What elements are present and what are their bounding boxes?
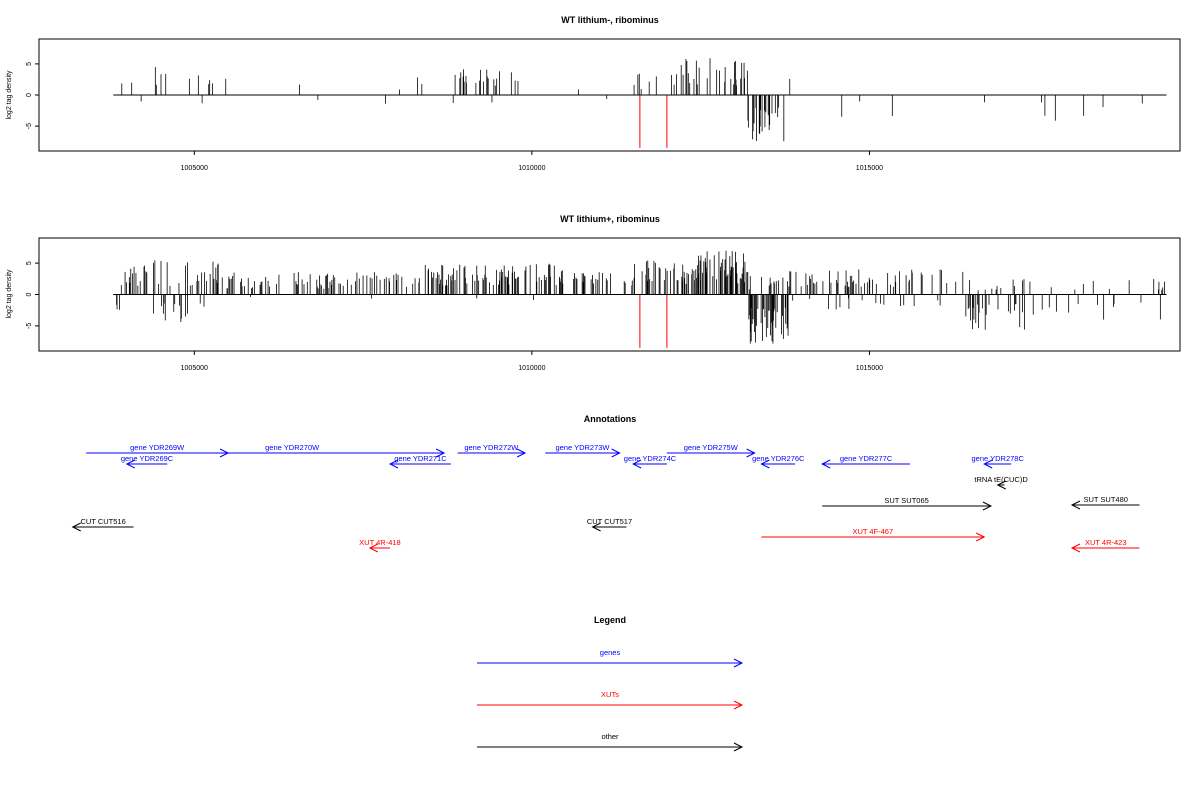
x-tick-label: 1015000 xyxy=(856,365,883,372)
annotation-feature: XUT 4R-418 xyxy=(359,538,401,553)
feature-label: tRNA tE(CUC)D xyxy=(974,475,1028,484)
feature-label: XUT 4R-423 xyxy=(1085,538,1127,547)
signal-bars xyxy=(116,250,1166,344)
feature-label: gene YDR269W xyxy=(130,443,185,452)
annotation-features: gene YDR269W gene YDR269C gene YDR270W gene… xyxy=(71,443,1140,553)
annotation-feature: gene YDR276C xyxy=(752,454,805,469)
legend-label: other xyxy=(601,732,619,741)
arrow-head xyxy=(632,459,642,469)
annotation-feature: tRNA tE(CUC)D xyxy=(974,475,1028,490)
legend-item: XUTs xyxy=(477,690,744,710)
feature-label: gene YDR272W xyxy=(464,443,519,452)
annotation-feature: CUT CUT516 xyxy=(71,517,134,532)
arrow-head xyxy=(71,522,81,532)
feature-label: gene YDR270W xyxy=(265,443,320,452)
annotation-feature: gene YDR271C xyxy=(388,454,451,469)
feature-label: gene YDR271C xyxy=(394,454,447,463)
arrow-head xyxy=(388,459,399,469)
arrow-head xyxy=(125,459,135,469)
y-tick-label: 0 xyxy=(26,93,33,97)
feature-label: gene YDR273W xyxy=(555,443,610,452)
x-tick-label: 1005000 xyxy=(181,365,208,372)
legend-label: genes xyxy=(600,648,621,657)
arrow-head xyxy=(975,532,986,542)
annotation-feature: CUT CUT517 xyxy=(587,517,632,532)
annotation-feature: gene YDR269C xyxy=(121,454,174,469)
track-panel-lithium-plus: WT lithium+, ribominus log2 tag density … xyxy=(6,214,1181,372)
y-axis: -5 0 5 xyxy=(26,261,39,329)
y-tick-label: -5 xyxy=(26,323,33,329)
feature-label: SUT SUT065 xyxy=(884,496,928,505)
feature-label: gene YDR269C xyxy=(121,454,174,463)
feature-label: gene YDR277C xyxy=(840,454,893,463)
legend-label: XUTs xyxy=(601,690,619,699)
annotation-feature: gene YDR277C xyxy=(821,454,910,469)
y-tick-label: 0 xyxy=(26,292,33,296)
annotation-feature: XUT 4R-423 xyxy=(1070,538,1140,553)
arrow-head xyxy=(435,448,446,458)
arrow-head xyxy=(368,543,379,553)
y-tick-label: 5 xyxy=(26,62,33,66)
y-axis-label: log2 tag density xyxy=(6,269,13,319)
arrow-head xyxy=(516,448,527,458)
y-tick-label: -5 xyxy=(26,123,33,129)
x-tick-label: 1005000 xyxy=(181,165,208,172)
arrow-head xyxy=(983,459,993,469)
x-tick-label: 1010000 xyxy=(518,365,545,372)
feature-label: CUT CUT516 xyxy=(80,517,125,526)
feature-label: gene YDR278C xyxy=(972,454,1025,463)
legend: Legend genes XUTs other xyxy=(477,615,744,752)
legend-items: genes XUTs other xyxy=(477,648,744,752)
arrow-head xyxy=(1070,500,1081,510)
annotation-feature: gene YDR273W xyxy=(545,443,621,458)
arrow-head xyxy=(733,742,744,752)
annotation-feature: gene YDR275W xyxy=(666,443,756,458)
arrow-head xyxy=(760,459,770,469)
annotation-feature: gene YDR272W xyxy=(457,443,527,458)
x-axis: 1005000 1010000 1015000 xyxy=(181,151,883,172)
y-axis-label: log2 tag density xyxy=(6,70,13,120)
legend-title: Legend xyxy=(594,615,626,625)
feature-label: gene YDR274C xyxy=(624,454,677,463)
feature-label: SUT SUT480 xyxy=(1083,495,1127,504)
arrow-head xyxy=(982,501,993,511)
y-axis: -5 0 5 xyxy=(26,62,39,129)
highlight-lines xyxy=(639,95,668,148)
arrow-head xyxy=(733,700,744,710)
arrow-head xyxy=(1070,543,1081,553)
feature-label: gene YDR276C xyxy=(752,454,805,463)
arrow-head xyxy=(746,448,756,458)
legend-item: genes xyxy=(477,648,744,668)
arrow-head xyxy=(611,448,621,458)
highlight-lines xyxy=(639,294,668,348)
arrow-head xyxy=(733,658,744,668)
x-tick-label: 1015000 xyxy=(856,165,883,172)
x-tick-label: 1010000 xyxy=(518,165,545,172)
signal-bars xyxy=(121,58,1143,142)
feature-label: XUT 4F-467 xyxy=(852,527,893,536)
annotation-feature: XUT 4F-467 xyxy=(761,527,986,542)
legend-item: other xyxy=(477,732,744,752)
annotations-title: Annotations xyxy=(584,414,637,424)
annotation-feature: gene YDR270W xyxy=(140,443,446,458)
annotation-feature: SUT SUT065 xyxy=(822,496,993,511)
arrow-head xyxy=(821,459,831,469)
arrow-head xyxy=(996,480,1006,490)
x-axis: 1005000 1010000 1015000 xyxy=(181,351,883,372)
feature-label: XUT 4R-418 xyxy=(359,538,401,547)
annotation-feature: gene YDR278C xyxy=(972,454,1025,469)
panel-title: WT lithium-, ribominus xyxy=(561,15,659,25)
feature-label: CUT CUT517 xyxy=(587,517,632,526)
annotation-feature: SUT SUT480 xyxy=(1070,495,1140,510)
arrow-head xyxy=(591,522,601,532)
y-tick-label: 5 xyxy=(26,261,33,265)
annotation-feature: gene YDR274C xyxy=(624,454,677,469)
track-panel-lithium-minus: WT lithium-, ribominus log2 tag density … xyxy=(6,15,1181,172)
panel-title: WT lithium+, ribominus xyxy=(560,214,660,224)
feature-label: gene YDR275W xyxy=(684,443,739,452)
